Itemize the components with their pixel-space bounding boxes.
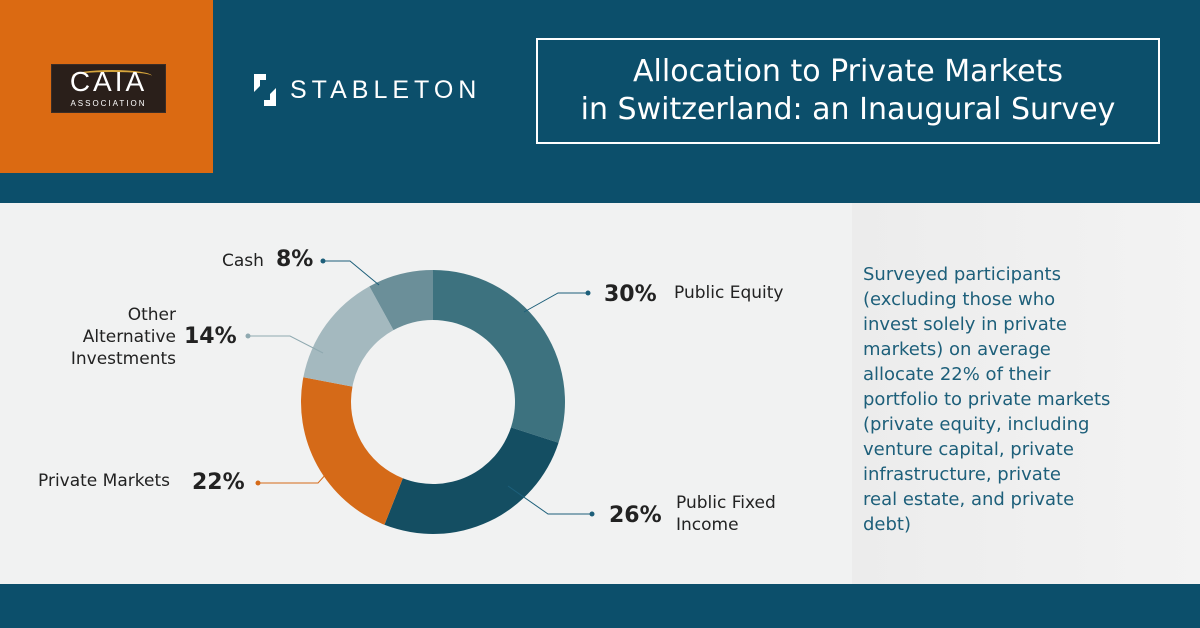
- stableton-mark-icon: [254, 74, 276, 106]
- description-line: debt): [863, 514, 912, 535]
- description-panel: [852, 203, 1200, 584]
- caia-logo-subtext: ASSOCIATION: [70, 99, 147, 108]
- title-line-1: Allocation to Private Markets: [633, 54, 1063, 89]
- description-line: (private equity, including: [863, 414, 1090, 435]
- title-line-2: in Switzerland: an Inaugural Survey: [580, 92, 1116, 127]
- leader-other-alt-dot: [245, 333, 251, 339]
- leader-public-equity: [523, 292, 588, 313]
- description-line: invest solely in private: [863, 314, 1067, 335]
- slice-public-equity: [433, 270, 565, 443]
- title-box: Allocation to Private Markets in Switzer…: [536, 38, 1160, 144]
- slice-public-fixed-income: [384, 427, 559, 534]
- slice-other-alternative-investments: [303, 286, 394, 387]
- leader-public-fixed-income-dot: [589, 511, 595, 517]
- leader-cash-dot: [320, 258, 326, 264]
- description-line: venture capital, private: [863, 439, 1074, 460]
- label-other-alt-2: Alternative: [82, 327, 176, 347]
- slice-private-markets: [301, 377, 403, 525]
- label-public-equity: Public Equity: [674, 283, 784, 303]
- description-line: Surveyed participants: [863, 264, 1061, 285]
- value-label-cash: 8%: [276, 247, 314, 272]
- donut-slices: [301, 270, 565, 534]
- label-cash: Cash: [222, 251, 264, 271]
- leader-public-equity-dot: [585, 290, 591, 296]
- leader-private-markets: [258, 450, 348, 484]
- footer-bar: [0, 584, 1200, 628]
- leader-lines: [245, 258, 595, 517]
- value-label-other-alt: 14%: [184, 324, 237, 349]
- leader-private-markets-dot: [255, 480, 261, 486]
- leader-cash: [323, 260, 380, 286]
- leader-public-fixed-income: [507, 485, 592, 515]
- description-line: allocate 22% of their: [863, 364, 1051, 385]
- caia-association-logo: CAIA ASSOCIATION: [51, 64, 166, 113]
- description-line: real estate, and private: [863, 489, 1075, 510]
- description-line: (excluding those who: [863, 289, 1056, 310]
- label-other-alt-1: Other: [127, 305, 176, 325]
- value-label-public-equity: 30%: [604, 282, 657, 307]
- allocation-donut-chart: [245, 258, 595, 534]
- description-line: infrastructure, private: [863, 464, 1061, 485]
- label-public-fixed-income-2: Income: [676, 515, 739, 535]
- leader-other-alt: [248, 335, 324, 354]
- description-line: markets) on average: [863, 339, 1051, 360]
- slice-cash: [369, 270, 433, 331]
- caia-logo-arc: [72, 70, 152, 82]
- label-public-fixed-income-1: Public Fixed: [676, 493, 776, 513]
- value-label-public-fixed-income: 26%: [609, 503, 662, 528]
- label-other-alt-3: Investments: [70, 349, 176, 369]
- caia-logo-text: CAIA: [69, 66, 148, 97]
- survey-description: Surveyed participants (excluding those wh…: [863, 262, 1163, 537]
- description-line: portfolio to private markets: [863, 389, 1111, 410]
- stableton-logo-text: STABLETON: [290, 75, 482, 104]
- stableton-logo: STABLETON: [250, 72, 481, 108]
- label-private-markets: Private Markets: [38, 471, 170, 491]
- value-label-private-markets: 22%: [192, 470, 245, 495]
